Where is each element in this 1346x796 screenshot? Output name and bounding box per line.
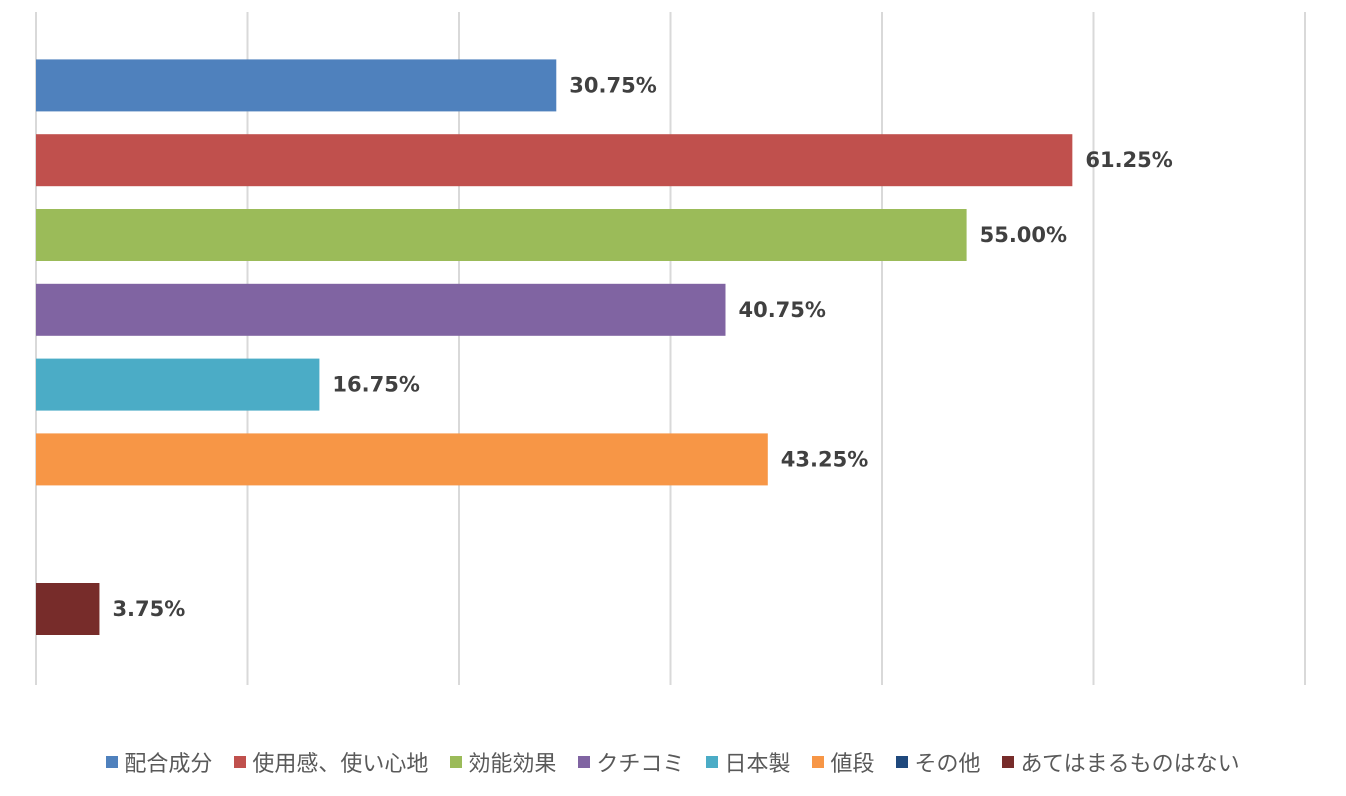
legend-item-8: あてはまるものはない xyxy=(1002,746,1240,778)
bars xyxy=(36,59,1073,635)
legend-label: その他 xyxy=(914,752,981,777)
legend-swatch xyxy=(1002,756,1015,768)
data-label-4: 40.75% xyxy=(738,298,825,322)
legend-label: 効能効果 xyxy=(468,752,557,777)
bar-5 xyxy=(36,358,320,411)
legend-swatch xyxy=(106,756,119,768)
legend-label: あてはまるものはない xyxy=(1020,752,1240,777)
data-label-8: 3.75% xyxy=(112,597,185,621)
legend-item-4: クチコミ xyxy=(578,746,684,778)
legend-swatch xyxy=(234,756,247,768)
legend-swatch xyxy=(578,756,591,768)
legend-item-7: その他 xyxy=(896,746,980,778)
data-label-1: 30.75% xyxy=(569,73,656,97)
legend-item-2: 使用感、使い心地 xyxy=(234,746,428,778)
legend: 配合成分 使用感、使い心地 効能効果 クチコミ 日本製 値段 その他 あてはまるものはない xyxy=(0,742,1346,782)
legend-swatch xyxy=(896,756,909,768)
data-label-2: 61.25% xyxy=(1085,148,1172,172)
bar-1 xyxy=(36,59,557,112)
legend-item-5: 日本製 xyxy=(706,746,790,778)
data-label-3: 55.00% xyxy=(980,223,1067,247)
legend-label: 使用感、使い心地 xyxy=(252,752,429,777)
legend-label: クチコミ xyxy=(596,752,685,777)
legend-item-6: 値段 xyxy=(812,746,874,778)
bar-8 xyxy=(36,583,100,635)
legend-label: 値段 xyxy=(830,752,875,777)
gridlines xyxy=(35,12,1306,685)
data-label-5: 16.75% xyxy=(332,373,419,397)
legend-item-1: 配合成分 xyxy=(106,746,212,778)
legend-label: 日本製 xyxy=(724,752,791,777)
legend-item-3: 効能効果 xyxy=(450,746,556,778)
legend-swatch xyxy=(812,756,825,768)
data-label-6: 43.25% xyxy=(781,447,868,471)
legend-label: 配合成分 xyxy=(124,752,213,777)
bar-4 xyxy=(36,283,726,336)
bar-chart: 30.75% 61.25% 55.00% 40.75% 16.75% 43.25% 3.75… xyxy=(35,12,1306,685)
legend-swatch xyxy=(450,756,463,768)
bar-2 xyxy=(36,134,1073,187)
bar-6 xyxy=(36,433,768,486)
legend-swatch xyxy=(706,756,719,768)
bar-3 xyxy=(36,209,967,261)
data-labels: 30.75% 61.25% 55.00% 40.75% 16.75% 43.25% 3.75… xyxy=(112,73,1172,621)
